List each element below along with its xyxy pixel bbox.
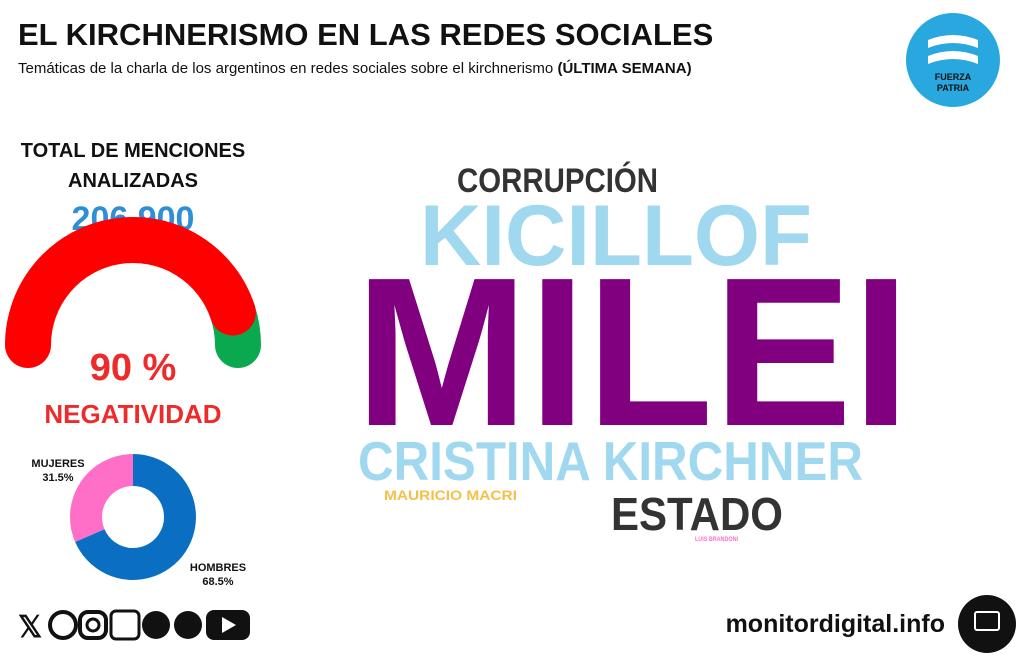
cloud-word: KICILLOF <box>420 188 812 284</box>
logo-flag <box>928 35 978 64</box>
logo-text: FUERZA <box>935 72 972 82</box>
social-icons: 𝕏 <box>18 609 250 644</box>
subtitle-emphasis: (ÚLTIMA SEMANA) <box>557 59 691 77</box>
donut-segment <box>70 454 134 543</box>
gauge-value: 90 % <box>90 347 177 389</box>
icon-facebook[interactable] <box>174 611 202 639</box>
footer-site[interactable]: monitordigital.info <box>726 610 945 638</box>
gauge-fill <box>5 217 256 368</box>
icon-app[interactable] <box>109 609 141 641</box>
logo: FUERZA PATRIA <box>906 13 1000 107</box>
segment-value: 68.5% <box>202 576 233 588</box>
cloud-word: LUIS BRANDONI <box>695 537 738 543</box>
segment-value: 31.5% <box>42 472 73 484</box>
subtitle: Temáticas de la charla de los argentinos… <box>18 59 692 77</box>
logo-circle <box>906 13 1000 107</box>
icon-youtube-play <box>222 617 236 633</box>
icon-instagram-lens <box>85 617 101 633</box>
subtitle-text: Temáticas de la charla de los argentinos… <box>18 60 553 77</box>
icon-tiktok[interactable] <box>142 611 170 639</box>
title: EL KIRCHNERISMO EN LAS REDES SOCIALES <box>18 17 713 52</box>
gender-donut <box>70 454 196 580</box>
gauge <box>5 217 261 368</box>
segment-name: MUJERES <box>31 458 84 470</box>
icon-instagram[interactable] <box>78 610 108 640</box>
segment-name: HOMBRES <box>190 562 246 574</box>
logo-text: PATRIA <box>937 83 970 93</box>
total-label: TOTAL DE MENCIONES <box>21 140 245 162</box>
donut-segment <box>75 454 196 580</box>
cloud-word: ESTADO <box>611 488 783 540</box>
footer-logo-screen <box>974 611 1000 631</box>
cloud-word: CORRUPCIÓN <box>457 162 658 200</box>
cloud-word: CRISTINA KIRCHNER <box>358 430 863 492</box>
gauge-label: NEGATIVIDAD <box>44 399 221 429</box>
footer-logo <box>958 595 1016 653</box>
icon-x[interactable]: 𝕏 <box>18 611 42 644</box>
icon-threads[interactable] <box>48 610 78 640</box>
total-label: ANALIZADAS <box>68 170 198 192</box>
cloud-word: MILEI <box>355 233 910 470</box>
cloud-word: MAURICIO MACRI <box>384 487 517 503</box>
